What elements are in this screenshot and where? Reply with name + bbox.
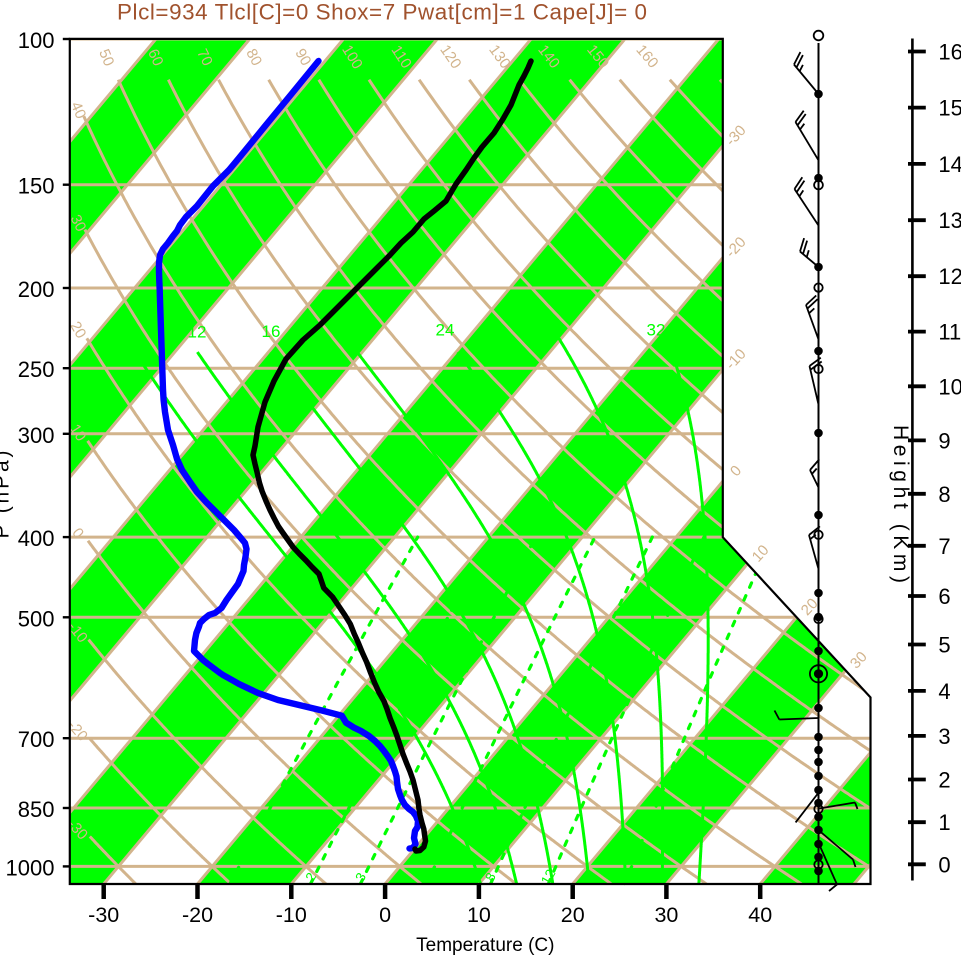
svg-text:Plcl=934 Tlcl[C]=0 Shox=7 Pwat: Plcl=934 Tlcl[C]=0 Shox=7 Pwat[cm]=1 Cap…: [117, 0, 647, 25]
svg-text:3: 3: [938, 724, 950, 749]
svg-text:500: 500: [18, 606, 55, 631]
svg-text:13: 13: [938, 208, 961, 233]
svg-text:5: 5: [938, 633, 950, 658]
svg-text:6: 6: [938, 584, 950, 609]
svg-text:0: 0: [938, 852, 950, 877]
svg-text:15: 15: [938, 96, 961, 121]
svg-text:850: 850: [18, 797, 55, 822]
svg-text:-20: -20: [182, 903, 213, 927]
svg-text:150: 150: [18, 174, 55, 199]
svg-text:-10: -10: [276, 903, 307, 927]
svg-text:20: 20: [561, 903, 585, 927]
svg-text:7: 7: [938, 534, 950, 559]
svg-text:1000: 1000: [6, 855, 55, 880]
svg-text:40: 40: [748, 903, 772, 927]
svg-text:4: 4: [938, 679, 950, 704]
svg-text:12: 12: [188, 323, 207, 342]
svg-text:24: 24: [436, 321, 455, 340]
svg-text:12: 12: [938, 264, 961, 289]
svg-text:P (hPa): P (hPa): [0, 451, 14, 539]
svg-text:9: 9: [938, 428, 950, 453]
svg-text:30: 30: [654, 903, 678, 927]
svg-text:10: 10: [467, 903, 491, 927]
svg-text:32: 32: [647, 321, 666, 340]
svg-text:1: 1: [938, 810, 950, 835]
svg-text:200: 200: [18, 277, 55, 302]
svg-text:100: 100: [18, 28, 55, 53]
svg-text:2: 2: [938, 768, 950, 793]
svg-text:-30: -30: [88, 903, 119, 927]
svg-text:8: 8: [938, 482, 950, 507]
svg-text:Temperature (C): Temperature (C): [416, 935, 554, 956]
svg-text:16: 16: [262, 322, 281, 341]
svg-text:250: 250: [18, 357, 55, 382]
svg-text:300: 300: [18, 423, 55, 448]
svg-text:0: 0: [379, 903, 391, 927]
svg-text:14: 14: [938, 152, 961, 177]
svg-text:16: 16: [938, 40, 961, 65]
svg-text:10: 10: [938, 374, 961, 399]
svg-text:700: 700: [18, 727, 55, 752]
svg-text:Height (Km): Height (Km): [889, 425, 912, 583]
svg-text:11: 11: [938, 320, 961, 345]
svg-text:400: 400: [18, 526, 55, 551]
